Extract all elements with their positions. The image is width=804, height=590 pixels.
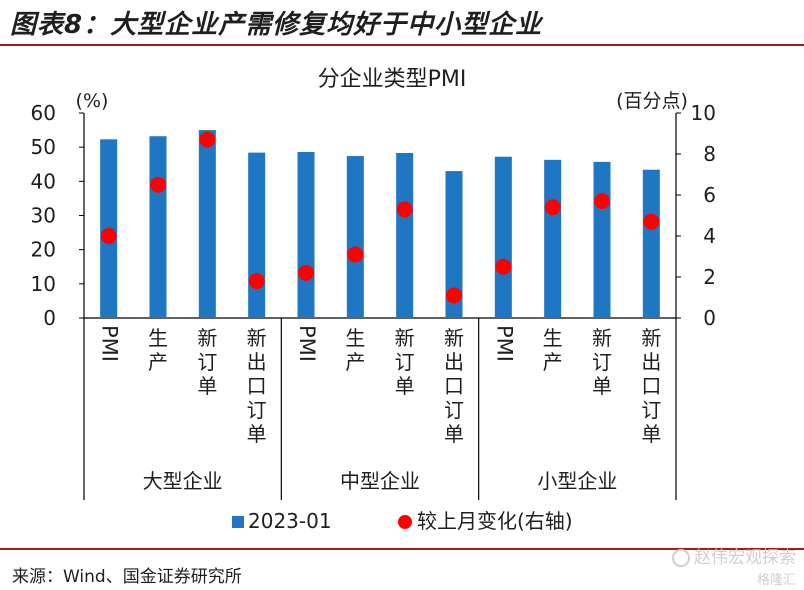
- category-label: PMI: [295, 325, 319, 362]
- top-divider: [0, 44, 804, 46]
- category-label: 生产: [148, 326, 168, 374]
- legend-bar-swatch: [232, 516, 244, 528]
- watermark: 赵伟宏观探索: [672, 543, 796, 568]
- category-label: 新订单: [197, 326, 217, 398]
- change-dot: [298, 264, 314, 281]
- bar: [346, 156, 364, 318]
- left-tick-label: 30: [31, 204, 56, 228]
- left-tick-label: 0: [43, 306, 56, 330]
- right-axis-unit: (百分点): [616, 90, 688, 112]
- category-label: 新出口订单: [247, 326, 267, 446]
- category-label: 生产: [345, 326, 365, 374]
- bar: [248, 152, 266, 318]
- right-tick-label: 0: [703, 306, 716, 330]
- right-tick-label: 6: [703, 183, 716, 207]
- group-label: 大型企业: [143, 469, 223, 493]
- category-label: PMI: [98, 325, 122, 362]
- legend-bar-label: 2023-01: [248, 509, 332, 533]
- category-label: 新出口订单: [641, 326, 661, 446]
- bar: [445, 171, 463, 318]
- change-dot: [643, 213, 660, 230]
- bars-layer: [100, 130, 660, 318]
- right-tick-label: 4: [703, 224, 716, 248]
- bar: [149, 136, 167, 318]
- change-dot: [347, 246, 364, 263]
- right-tick-label: 8: [703, 142, 716, 166]
- bar: [198, 130, 216, 318]
- legend: 2023-01 较上月变化(右轴): [232, 509, 573, 533]
- change-dot: [446, 287, 462, 304]
- legend-dot-swatch: [398, 515, 412, 529]
- change-dot: [199, 131, 216, 148]
- left-tick-label: 40: [31, 169, 56, 193]
- category-label: 新出口订单: [444, 326, 464, 446]
- change-dot: [396, 201, 413, 218]
- category-label: 新订单: [395, 326, 415, 398]
- category-label: 新订单: [592, 326, 612, 398]
- category-label: 生产: [543, 326, 563, 374]
- bar: [494, 156, 512, 318]
- left-tick-label: 50: [31, 135, 56, 159]
- left-tick-label: 60: [31, 101, 56, 125]
- group-label: 中型企业: [340, 469, 420, 493]
- source-note: 来源：Wind、国金证券研究所: [12, 567, 242, 587]
- change-dot: [150, 176, 166, 193]
- left-tick-label: 20: [31, 238, 56, 262]
- bar: [593, 161, 611, 318]
- change-dot: [495, 258, 512, 275]
- change-dot: [544, 199, 561, 216]
- bar: [642, 169, 660, 318]
- left-axis-unit: (%): [76, 90, 109, 112]
- change-dot: [248, 273, 265, 290]
- right-tick-label: 10: [691, 101, 716, 125]
- category-labels-layer: PMI 生产 新订单 新出口订单 PMI 生产 新订单 新出口订单 PMI 生产 新订单 新出口订单大…: [98, 325, 662, 493]
- change-dot: [594, 193, 610, 210]
- bar: [544, 159, 562, 318]
- dots-layer: [100, 131, 660, 304]
- bar: [396, 152, 414, 318]
- legend-dot-label: 较上月变化(右轴): [417, 509, 573, 533]
- watermark-text: 赵伟宏观探索: [694, 548, 796, 568]
- change-dot: [100, 228, 117, 244]
- axes-layer: 0 10 20 30 40 50 60 0 2 4 6 8 10: [31, 101, 716, 500]
- bar: [297, 151, 315, 318]
- group-label: 小型企业: [537, 469, 617, 493]
- pmi-chart: 分企业类型PMI (%) (百分点) 01020304050600246810 …: [31, 67, 716, 533]
- chart-title: 分企业类型PMI: [318, 67, 467, 92]
- left-tick-label: 10: [31, 272, 56, 296]
- right-tick-label: 2: [703, 265, 716, 289]
- page-title: 图表8：大型企业产需修复均好于中小型企业: [10, 10, 543, 40]
- bottom-divider: [0, 548, 804, 550]
- category-label: PMI: [492, 325, 516, 362]
- watermark-secondary: 格隆汇: [756, 573, 796, 588]
- wechat-icon: [672, 549, 690, 567]
